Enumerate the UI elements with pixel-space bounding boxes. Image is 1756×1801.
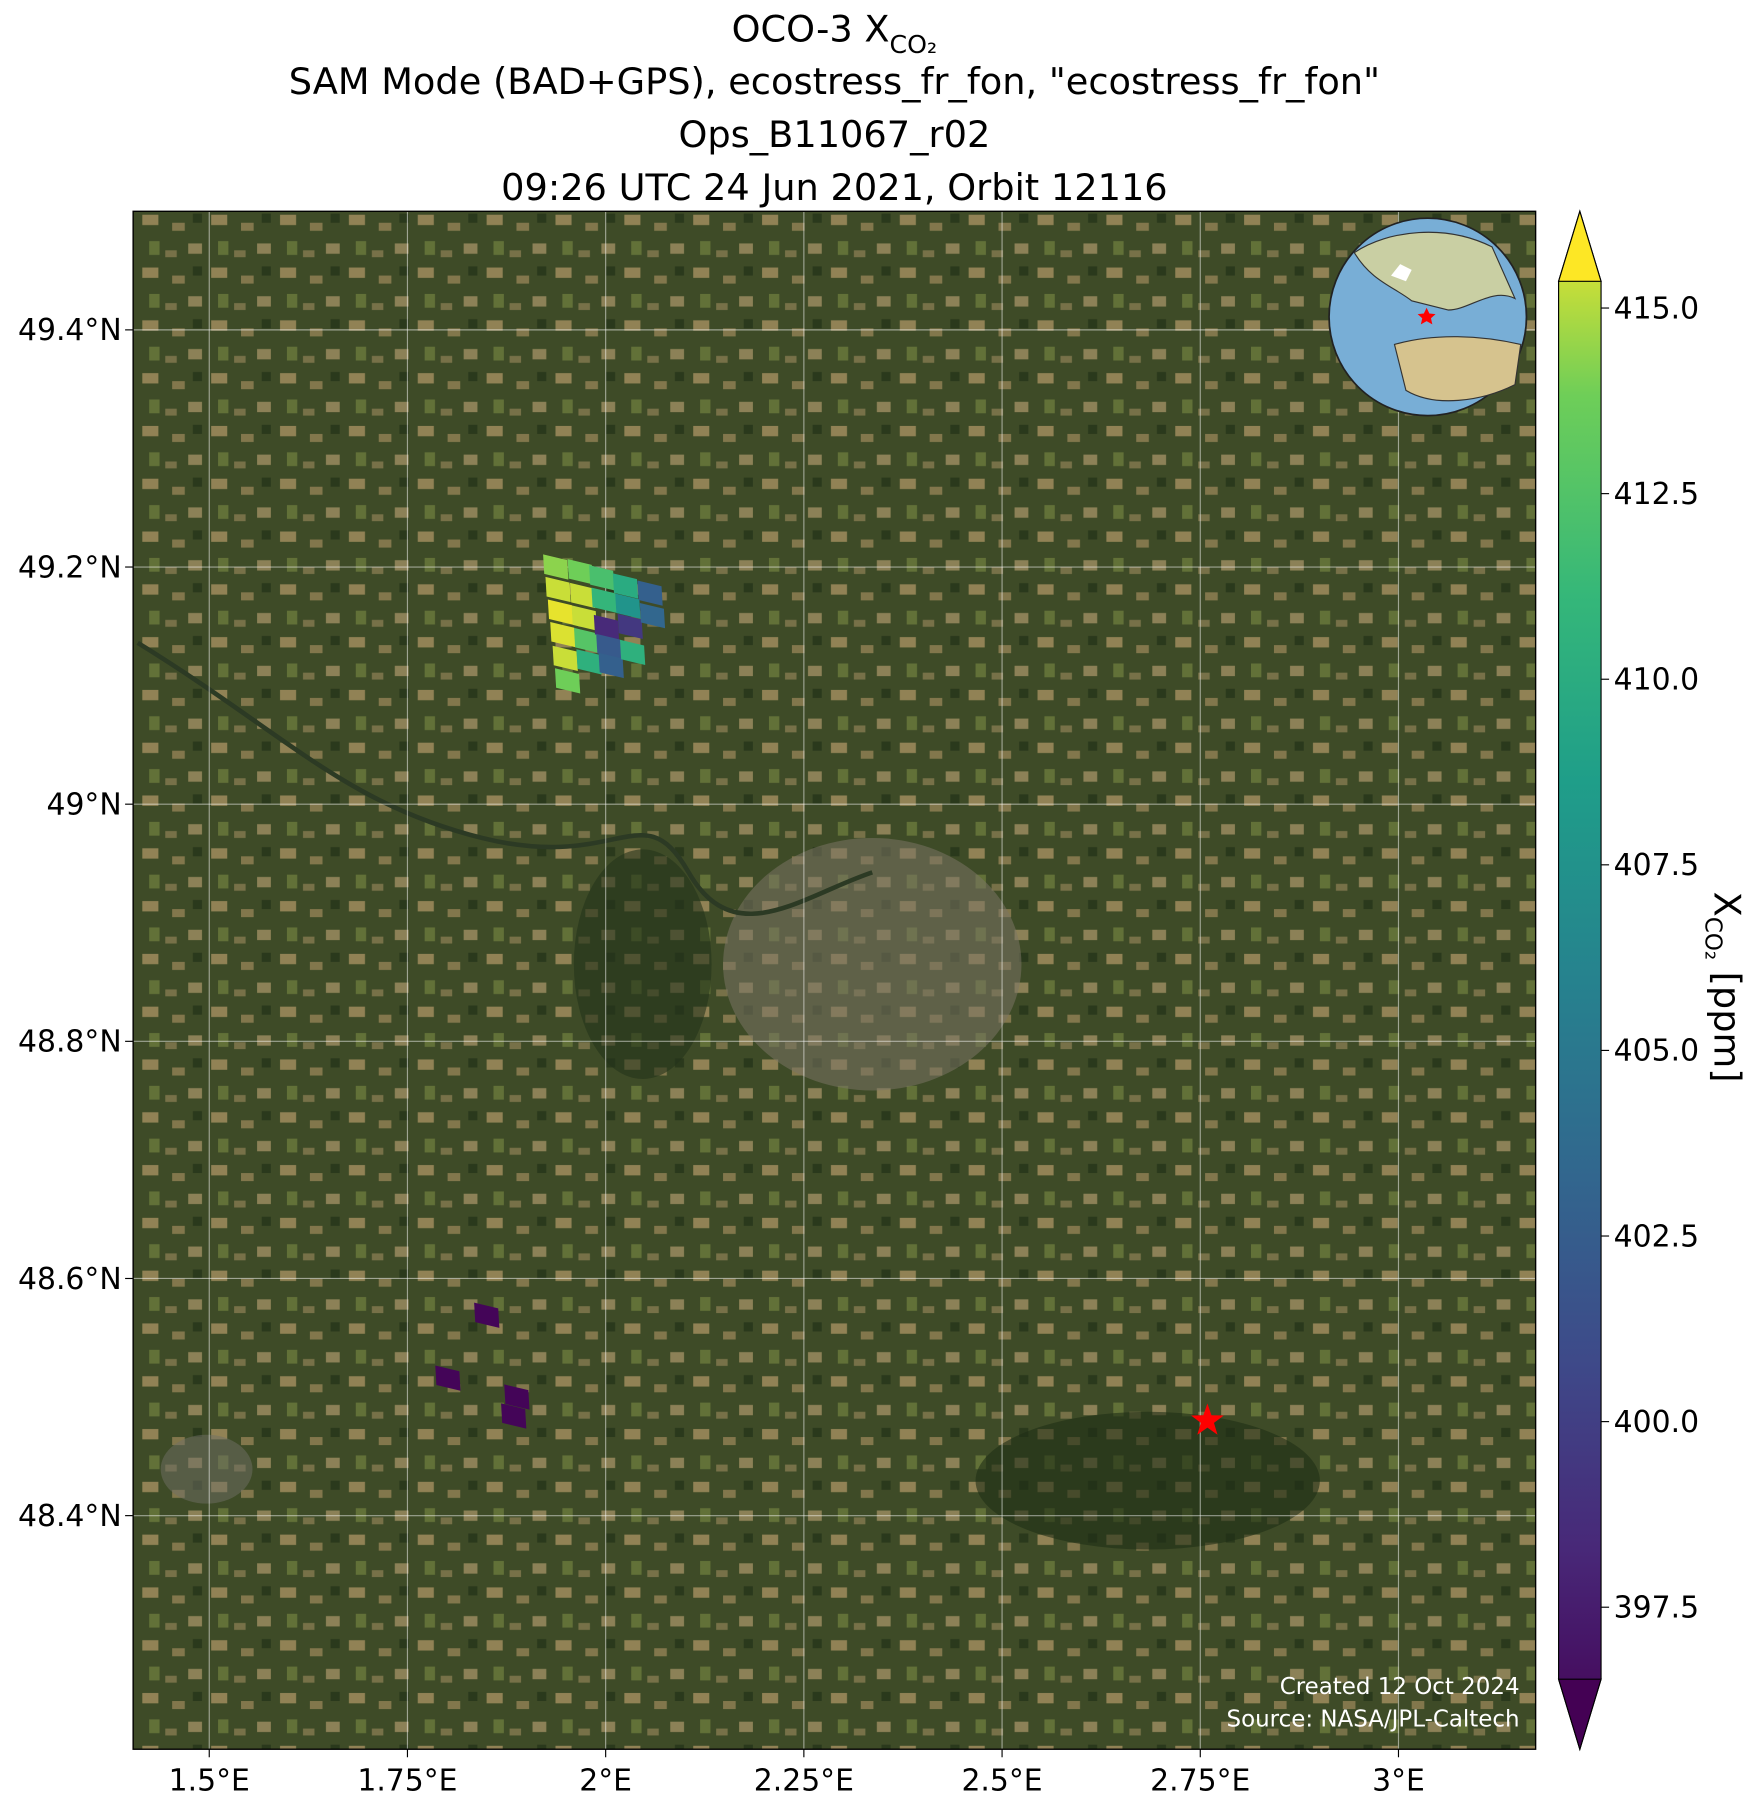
footprint bbox=[474, 1302, 500, 1328]
globe-land bbox=[1353, 231, 1517, 311]
footprint bbox=[574, 627, 600, 654]
credit: Created 12 Oct 2024 bbox=[1280, 1674, 1520, 1700]
axes: 1.5°E 1.75°E 2°E 2.25°E 2.5°E 2.75°E 3°E 48.4°N… bbox=[18, 313, 1425, 1798]
colorbar-tick-label: 407.5 bbox=[1614, 848, 1699, 883]
grid bbox=[133, 211, 1536, 1750]
footprint bbox=[550, 621, 576, 648]
footprint bbox=[619, 639, 646, 666]
title-main: OCO-3 X bbox=[732, 7, 890, 50]
river bbox=[136, 640, 873, 917]
y-tick-label: 49.4°N bbox=[18, 313, 122, 348]
footprint bbox=[543, 554, 569, 580]
target-site bbox=[1191, 1403, 1224, 1435]
footprints bbox=[435, 554, 1224, 1435]
colorbar-label: XCO₂ [ppm] bbox=[1700, 892, 1749, 1083]
y-tick-label: 49°N bbox=[46, 788, 121, 823]
colorbar-extend bbox=[1557, 1678, 1602, 1752]
footprint bbox=[639, 603, 666, 629]
globe-site bbox=[1417, 307, 1436, 325]
title: OCO-3 XCO₂ bbox=[732, 7, 938, 58]
y-tick-label: 48.6°N bbox=[18, 1262, 122, 1297]
title-subscript: CO₂ bbox=[890, 30, 938, 59]
x-tick-label: 2.75°E bbox=[1150, 1764, 1250, 1799]
footprint bbox=[567, 559, 593, 585]
y-tick-label: 48.4°N bbox=[18, 1499, 122, 1534]
footprint bbox=[617, 613, 643, 639]
x-tick-label: 2°E bbox=[579, 1764, 632, 1799]
globe-inset bbox=[1328, 217, 1528, 417]
colorbar-tick-label: 412.5 bbox=[1614, 477, 1699, 512]
footprint bbox=[591, 587, 617, 613]
footprint bbox=[615, 593, 641, 619]
forest bbox=[573, 849, 712, 1079]
footprint bbox=[637, 580, 663, 606]
colorbar-tick-label: 410.0 bbox=[1614, 663, 1699, 698]
x-tick-label: 1.5°E bbox=[169, 1764, 250, 1799]
x-tick-label: 2.25°E bbox=[754, 1764, 854, 1799]
footprint bbox=[435, 1365, 461, 1391]
colorbar bbox=[1558, 209, 1602, 1752]
subtitles: SAM Mode (BAD+GPS), ecostress_fr_fon, "e… bbox=[289, 60, 1380, 209]
y-tick-label: 49.2°N bbox=[18, 550, 122, 585]
cbar-subscript: CO₂ bbox=[1700, 917, 1726, 960]
footprint bbox=[504, 1384, 530, 1410]
colorbar-tick-label: 397.5 bbox=[1614, 1591, 1699, 1626]
map: Created 12 Oct 2024 Source: NASA/JPL-Cal… bbox=[133, 211, 1536, 1750]
cbar-symbol: X bbox=[1706, 892, 1749, 917]
footprint bbox=[589, 565, 615, 591]
footprint bbox=[596, 633, 622, 660]
colorbar-tick-label: 415.0 bbox=[1614, 291, 1699, 326]
map-frame bbox=[132, 210, 1537, 1750]
urban-area bbox=[160, 1434, 253, 1504]
x-tick-label: 3°E bbox=[1372, 1764, 1425, 1799]
subtitle: Ops_B11067_r02 bbox=[678, 113, 990, 156]
footprint bbox=[612, 573, 639, 599]
footprint bbox=[501, 1403, 527, 1429]
footprint bbox=[570, 582, 596, 609]
colorbar-axis: 397.5 400.0 402.5 405.0 407.5 410.0 412.5 415.0 bbox=[1601, 291, 1699, 1626]
subtitle: 09:26 UTC 24 Jun 2021, Orbit 12116 bbox=[501, 166, 1168, 209]
x-tick-label: 2.5°E bbox=[961, 1764, 1042, 1799]
footprint bbox=[598, 652, 624, 679]
colorbar-tick-label: 405.0 bbox=[1614, 1034, 1699, 1069]
globe-land bbox=[1393, 336, 1522, 402]
x-tick-label: 1.75°E bbox=[357, 1764, 457, 1799]
footprint bbox=[576, 649, 602, 675]
footprint bbox=[545, 576, 571, 603]
globe-ice bbox=[1391, 264, 1412, 282]
urban-area bbox=[723, 837, 1022, 1091]
footprint bbox=[571, 605, 597, 631]
forest bbox=[975, 1411, 1320, 1550]
footprint bbox=[593, 614, 620, 641]
colorbar-tick-label: 400.0 bbox=[1614, 1405, 1699, 1440]
footprint bbox=[554, 668, 581, 694]
y-tick-label: 48.8°N bbox=[18, 1025, 122, 1060]
footprint bbox=[547, 599, 574, 625]
credit: Source: NASA/JPL-Caltech bbox=[1227, 1706, 1520, 1732]
colorbar-extend bbox=[1557, 209, 1602, 282]
footprint bbox=[552, 645, 578, 671]
cbar-unit: [ppm] bbox=[1706, 972, 1749, 1083]
colorbar-tick-label: 402.5 bbox=[1614, 1219, 1699, 1254]
subtitle: SAM Mode (BAD+GPS), ecostress_fr_fon, "e… bbox=[289, 60, 1380, 103]
